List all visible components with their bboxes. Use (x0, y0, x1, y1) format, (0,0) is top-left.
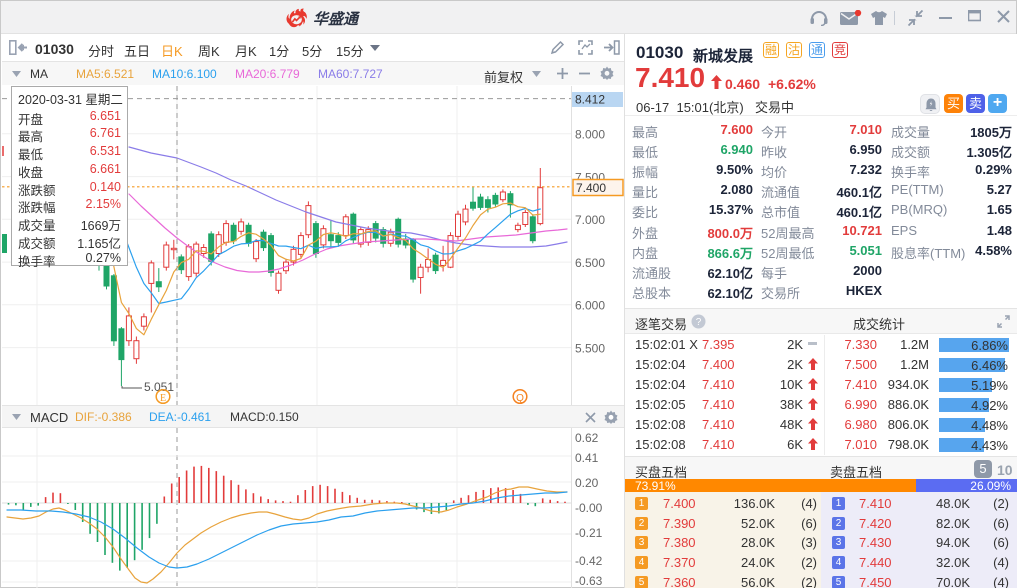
svg-text:Q: Q (516, 393, 524, 404)
svg-text:6.500: 6.500 (575, 256, 605, 270)
svg-text:5.500: 5.500 (575, 341, 605, 355)
svg-text:7.000: 7.000 (575, 213, 605, 227)
svg-text:8.000: 8.000 (575, 128, 605, 142)
svg-text:0.20: 0.20 (575, 476, 599, 490)
svg-text:?: ? (696, 317, 702, 328)
svg-text:-0.21: -0.21 (575, 526, 603, 540)
svg-text:8.412: 8.412 (575, 93, 605, 107)
svg-text:-0.63: -0.63 (575, 574, 603, 588)
svg-text:E: E (160, 393, 166, 404)
svg-text:0.41: 0.41 (575, 451, 599, 465)
svg-text:-0.42: -0.42 (575, 554, 603, 568)
svg-text:6.000: 6.000 (575, 299, 605, 313)
svg-text:7.400: 7.400 (576, 181, 606, 195)
svg-text:0.62: 0.62 (575, 431, 599, 445)
svg-text:-0.00: -0.00 (575, 501, 603, 515)
